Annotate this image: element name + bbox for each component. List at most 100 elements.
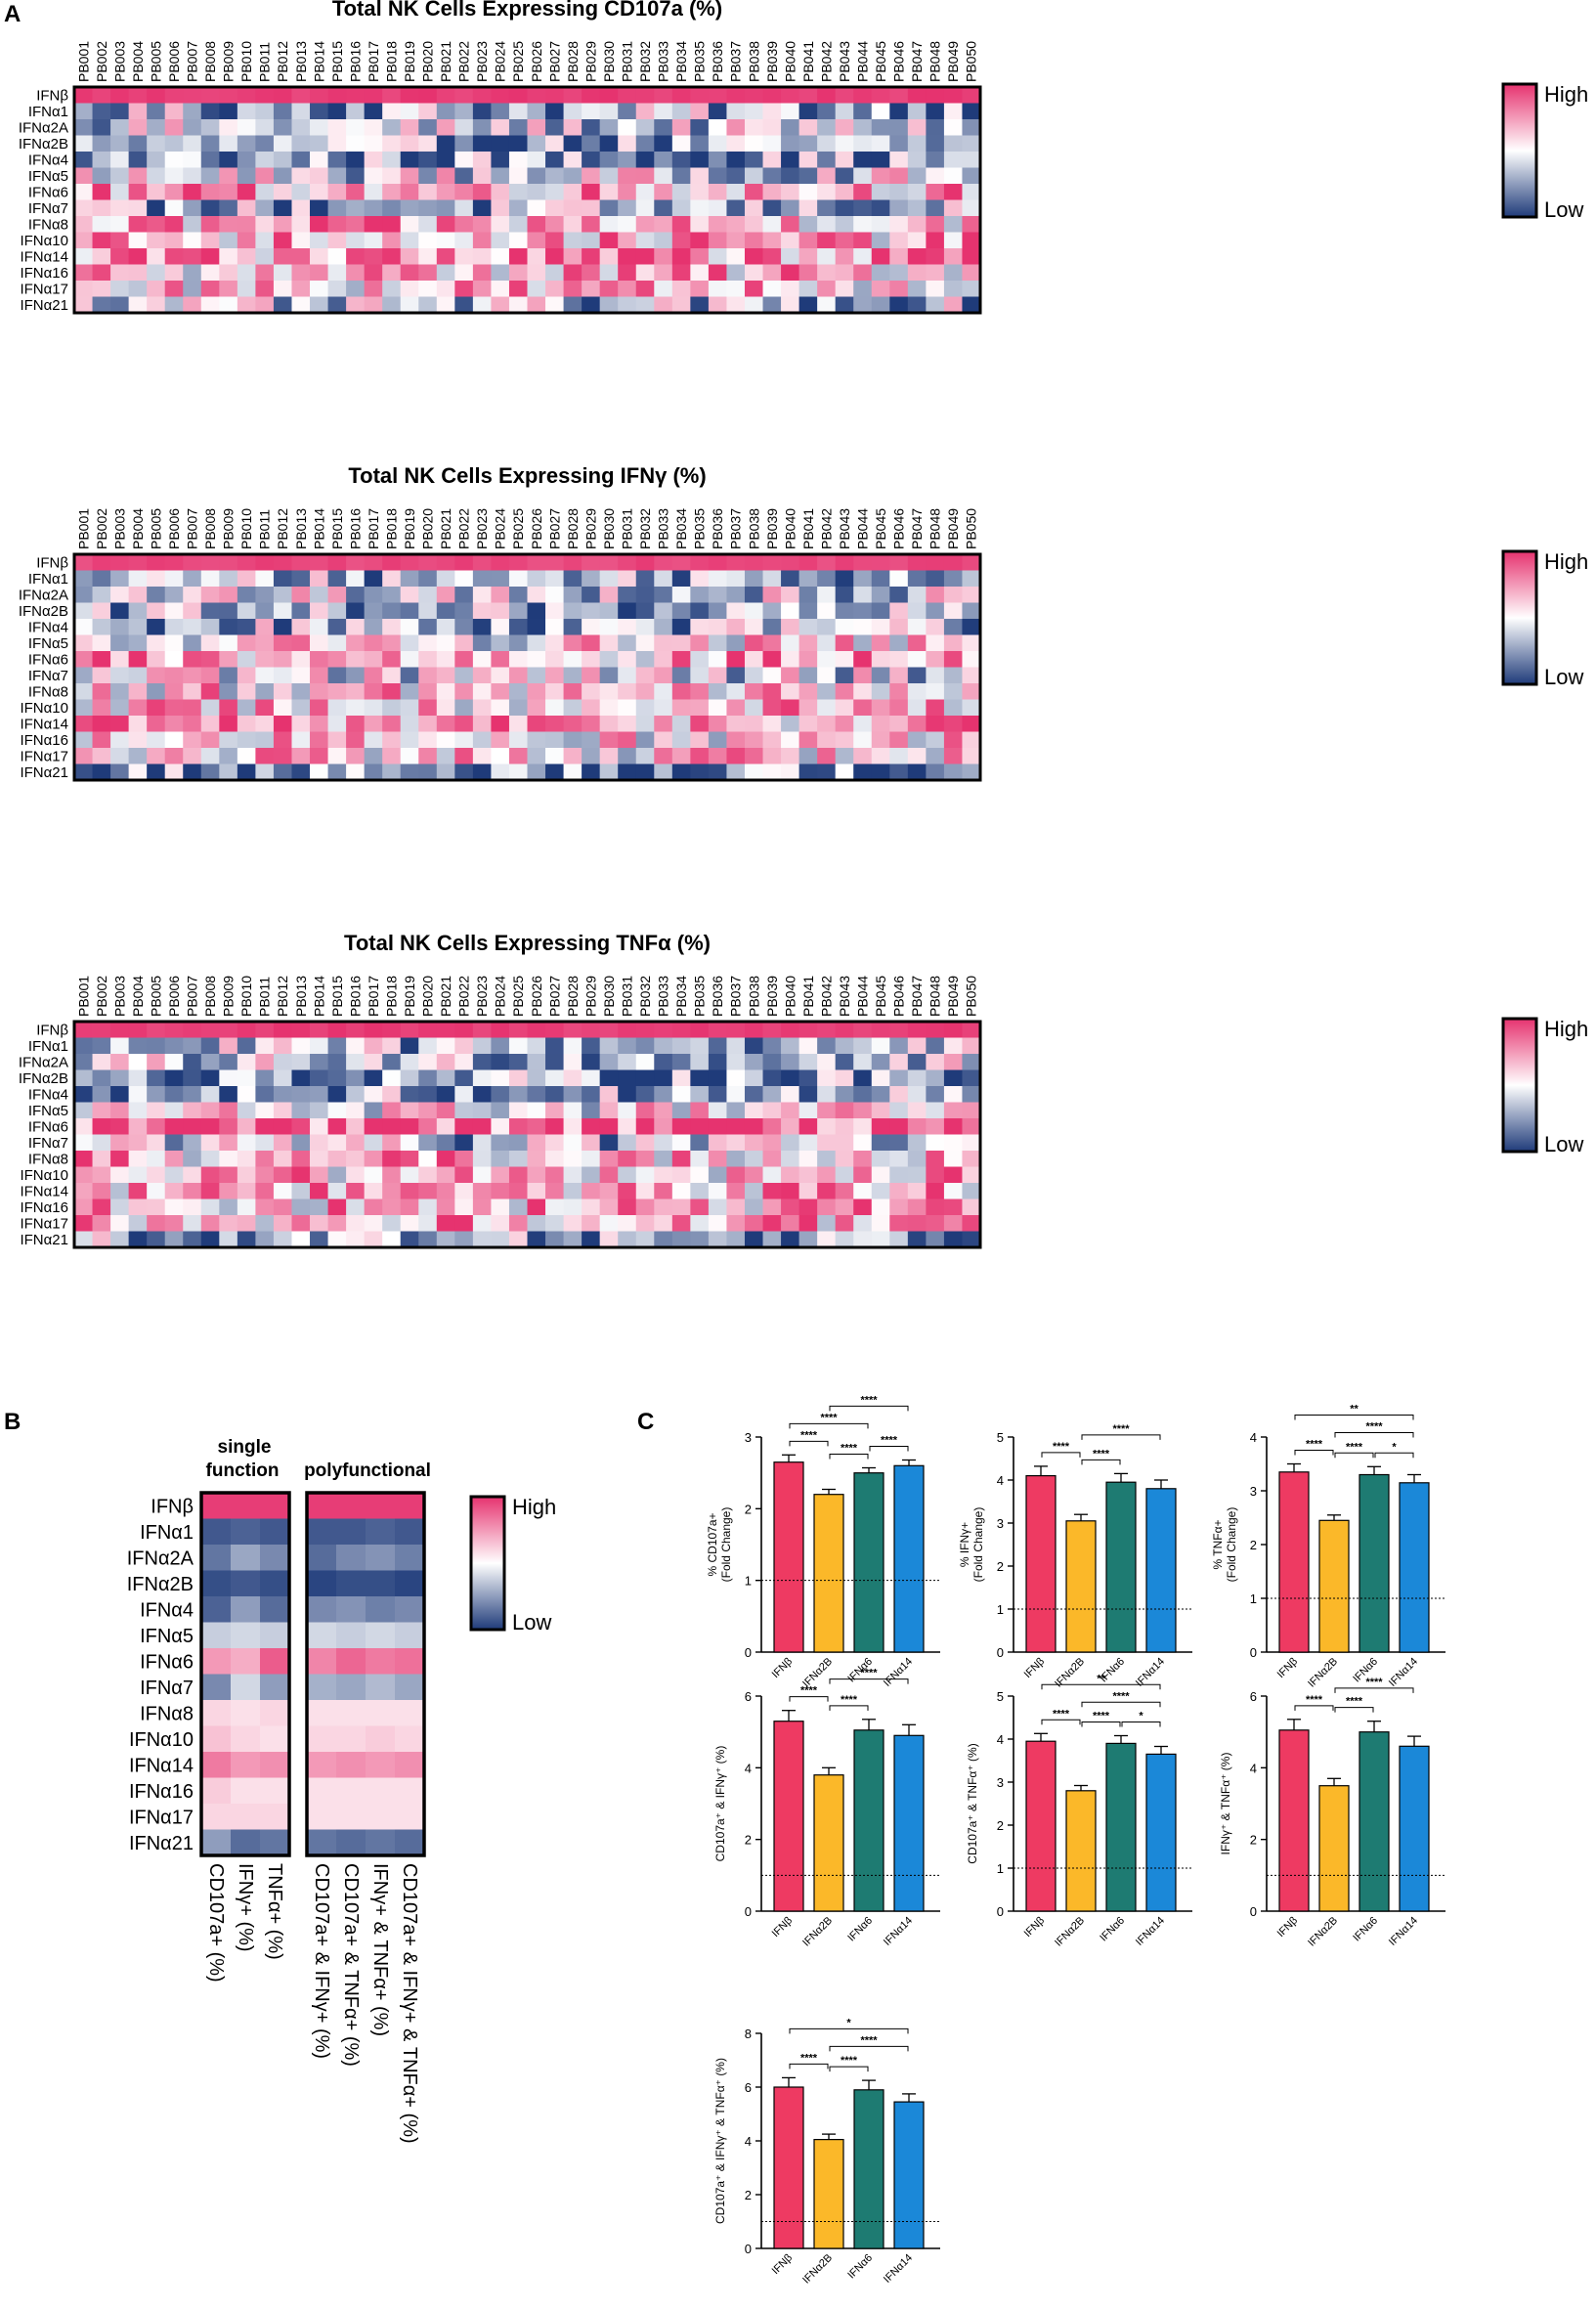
heatmap-cell [273, 1069, 292, 1087]
heatmap-cell [92, 1054, 111, 1070]
column-label-PB011: PB011 [257, 509, 273, 549]
heatmap-cell [943, 119, 963, 136]
heatmap-cell [436, 1086, 455, 1103]
heatmap-cell [871, 1054, 890, 1070]
heatmap-cell [147, 232, 166, 249]
heatmap-cell [382, 1134, 402, 1152]
heatmap-cell [183, 152, 202, 168]
heatmap-cell [599, 699, 619, 717]
summary-cell [201, 1570, 232, 1597]
heatmap-cell [291, 281, 311, 297]
heatmap-cell [291, 1037, 311, 1055]
heatmap-cell [962, 1086, 981, 1103]
heatmap-cell [110, 570, 130, 588]
heatmap-cell [871, 667, 890, 684]
heatmap-cell [255, 1134, 275, 1152]
heatmap-cell [798, 1215, 818, 1232]
heatmap-cell [582, 184, 601, 200]
heatmap-cell [491, 184, 510, 200]
heatmap-cell [382, 619, 402, 635]
heatmap-cell [454, 570, 474, 588]
heatmap-cell [346, 1054, 366, 1070]
heatmap-cell [382, 216, 402, 233]
column-label-PB048: PB048 [927, 508, 943, 549]
heatmap-cell [92, 167, 111, 185]
heatmap-cell [545, 1102, 564, 1119]
heatmap-cell [219, 1022, 238, 1038]
heatmap-cell [708, 264, 727, 282]
column-label-PB011: PB011 [257, 977, 273, 1017]
heatmap-cell [200, 602, 220, 620]
heatmap-cell [527, 1054, 546, 1070]
heatmap-cell [943, 699, 963, 717]
heatmap-cell [871, 683, 890, 700]
heatmap-cell [527, 152, 546, 168]
heatmap-cell [871, 167, 890, 185]
heatmap-cell [327, 199, 347, 217]
summary-column-label-7: CD107a+ & IFNγ+ & TNFα+ (%) [399, 1863, 420, 2144]
heatmap-2-legend-high: High [1544, 549, 1588, 574]
heatmap-cell [563, 264, 582, 282]
heatmap-cell [527, 587, 546, 603]
heatmap-cell [164, 716, 184, 732]
heatmap-cell [454, 763, 474, 781]
heatmap-cell [508, 1134, 528, 1152]
heatmap-cell [472, 1151, 492, 1167]
heatmap-cell [582, 716, 601, 732]
heatmap-cell [183, 602, 202, 620]
heatmap-cell [781, 763, 799, 781]
y-tick-label: 2 [997, 1559, 1004, 1574]
heatmap-cell [436, 264, 455, 282]
heatmap-cell [563, 1134, 582, 1152]
summary-cell [231, 1804, 261, 1830]
heatmap-cell [599, 763, 619, 781]
heatmap-cell [147, 1069, 166, 1087]
heatmap-cell [835, 248, 854, 265]
heatmap-cell [418, 296, 438, 314]
heatmap-cell [599, 651, 619, 668]
summary-row-label-IFNα6: IFNα6 [140, 1651, 194, 1673]
heatmap-cell [364, 135, 383, 153]
heatmap-cell [219, 135, 238, 153]
column-label-PB004: PB004 [130, 508, 146, 549]
heatmap-cell [291, 1134, 311, 1152]
heatmap-cell [962, 634, 981, 652]
heatmap-cell [273, 1166, 292, 1184]
heatmap-cell [128, 1037, 148, 1055]
heatmap-cell [618, 763, 637, 781]
heatmap-cell [200, 570, 220, 588]
heatmap-cell [310, 651, 328, 668]
heatmap-cell [889, 87, 909, 104]
heatmap-cell [237, 1054, 256, 1070]
heatmap-cell [364, 199, 383, 217]
heatmap-cell [291, 748, 311, 764]
heatmap-cell [418, 281, 438, 297]
heatmap-cell [708, 1086, 727, 1103]
heatmap-cell [582, 1166, 601, 1184]
heatmap-cell [690, 1151, 710, 1167]
heatmap-cell [364, 731, 383, 749]
heatmap-cell [472, 619, 492, 635]
heatmap-cell [654, 602, 673, 620]
heatmap-cell [74, 167, 93, 185]
heatmap-cell [599, 152, 619, 168]
heatmap-cell [798, 119, 818, 136]
heatmap-cell [200, 1215, 220, 1232]
row-label-IFNβ: IFNβ [36, 87, 68, 104]
heatmap-cell [962, 103, 981, 120]
heatmap-cell [817, 748, 837, 764]
x-tick-label-IFNβ: IFNβ [1275, 1915, 1300, 1940]
heatmap-cell [871, 119, 890, 136]
row-label-IFNα4: IFNα4 [28, 1086, 68, 1103]
heatmap-cell [599, 167, 619, 185]
heatmap-cell [346, 1231, 366, 1248]
heatmap-cell [835, 1151, 854, 1167]
y-tick-label: 1 [1250, 1591, 1257, 1606]
heatmap-cell [835, 1199, 854, 1216]
heatmap-cell [817, 1166, 837, 1184]
heatmap-cell [183, 264, 202, 282]
heatmap-cell [291, 667, 311, 684]
heatmap-cell [654, 1022, 673, 1038]
heatmap-cell [545, 634, 564, 652]
summary-cell [307, 1674, 337, 1701]
